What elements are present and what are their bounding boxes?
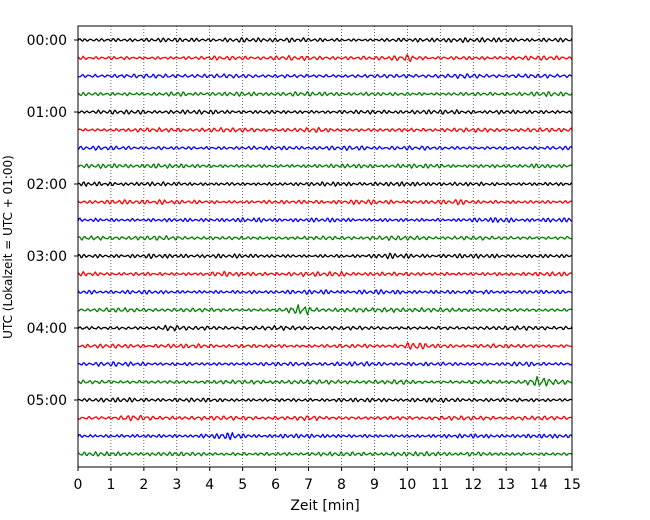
x-axis-ticks: 0 1 2 3 4 5 6 7 8 9 10 11 12 13 14 15 [74,467,581,493]
x-tick-label: 2 [139,477,148,493]
y-tick-label: 01:00 [27,105,67,121]
x-tick-label: 0 [74,477,83,493]
trace-line [77,414,573,422]
x-tick-label: 1 [106,477,115,493]
x-tick-label: 12 [464,477,482,493]
trace-line [77,73,573,80]
x-tick-label: 11 [431,477,449,493]
x-tick-label: 13 [497,477,515,493]
x-tick-label: 10 [398,477,416,493]
x-axis-label: Zeit [min] [290,498,359,514]
trace-line [77,109,573,115]
x-tick-label: 15 [563,477,581,493]
trace-line [77,361,573,367]
trace-line [77,199,573,206]
trace-line [77,432,573,441]
trace-line [77,37,573,44]
trace-line [77,304,573,316]
trace-line [77,270,573,278]
trace-line [77,235,573,242]
x-tick-label: 4 [205,477,214,493]
trace-line [77,217,573,223]
x-tick-label: 3 [172,477,181,493]
trace-line [77,450,573,457]
y-tick-label: 00:00 [27,33,67,49]
trace-line [77,126,573,133]
y-tick-label: 03:00 [27,249,67,265]
x-tick-label: 9 [370,477,379,493]
trace-series [77,37,573,457]
trace-line [77,375,573,387]
trace-line [77,252,573,260]
x-tick-label: 14 [530,477,548,493]
x-tick-label: 5 [238,477,247,493]
trace-line [77,54,573,62]
x-tick-label: 6 [271,477,280,493]
x-tick-label: 8 [337,477,346,493]
trace-line [77,181,573,187]
trace-line [77,289,573,295]
trace-line [77,324,573,332]
trace-line [77,90,573,98]
trace-line [77,163,573,170]
trace-line [77,397,573,404]
y-tick-label: 02:00 [27,177,67,193]
x-tick-label: 7 [304,477,313,493]
plot-frame [77,25,573,468]
trace-line [77,342,573,350]
y-tick-label: 04:00 [27,321,67,337]
trace-line [77,145,573,151]
y-axis-label: UTC (Lokalzeit = UTC + 01:00) [1,155,15,339]
y-tick-label: 05:00 [27,393,67,409]
y-axis-ticks: 00:00 01:00 02:00 03:00 04:00 05:00 [27,33,78,409]
